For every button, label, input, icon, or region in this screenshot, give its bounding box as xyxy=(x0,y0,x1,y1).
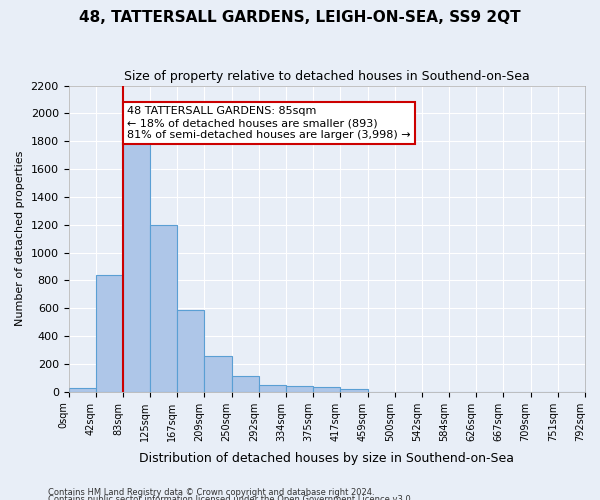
Text: Contains public sector information licensed under the Open Government Licence v3: Contains public sector information licen… xyxy=(48,496,413,500)
Bar xyxy=(68,388,96,392)
Bar xyxy=(177,310,205,392)
X-axis label: Distribution of detached houses by size in Southend-on-Sea: Distribution of detached houses by size … xyxy=(139,452,514,465)
Text: 48 TATTERSALL GARDENS: 85sqm
← 18% of detached houses are smaller (893)
81% of s: 48 TATTERSALL GARDENS: 85sqm ← 18% of de… xyxy=(127,106,410,140)
Bar xyxy=(259,385,286,392)
Title: Size of property relative to detached houses in Southend-on-Sea: Size of property relative to detached ho… xyxy=(124,70,530,83)
Bar xyxy=(205,356,232,392)
Text: 48, TATTERSALL GARDENS, LEIGH-ON-SEA, SS9 2QT: 48, TATTERSALL GARDENS, LEIGH-ON-SEA, SS… xyxy=(79,10,521,25)
Y-axis label: Number of detached properties: Number of detached properties xyxy=(15,151,25,326)
Bar xyxy=(286,386,313,392)
Bar xyxy=(150,225,177,392)
Bar xyxy=(123,141,150,392)
Bar xyxy=(340,390,368,392)
Text: Contains HM Land Registry data © Crown copyright and database right 2024.: Contains HM Land Registry data © Crown c… xyxy=(48,488,374,497)
Bar xyxy=(232,376,259,392)
Bar xyxy=(313,388,340,392)
Bar xyxy=(96,275,123,392)
